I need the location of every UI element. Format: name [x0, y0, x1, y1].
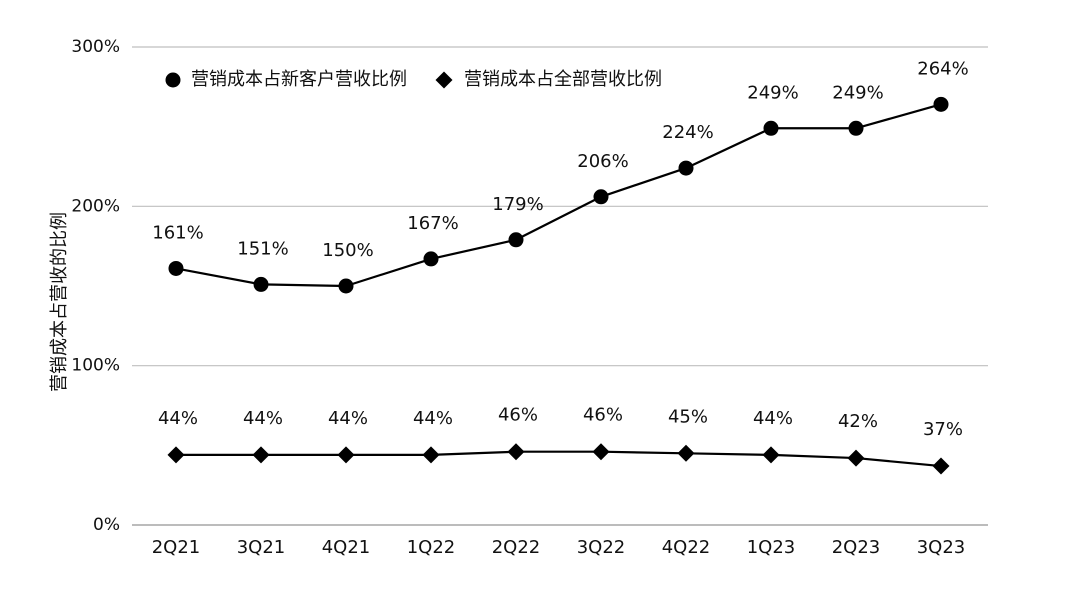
- data-point: [423, 251, 439, 267]
- data-label: 161%: [152, 222, 203, 243]
- data-point: [508, 232, 524, 248]
- data-point: [252, 446, 270, 464]
- x-tick-label: 1Q23: [747, 537, 796, 558]
- data-point: [253, 276, 269, 292]
- legend: 营销成本占新客户营收比例 营销成本占全部营收比例: [165, 69, 662, 90]
- data-point: [422, 446, 440, 464]
- data-point: [762, 446, 780, 464]
- x-tick-label: 3Q21: [237, 537, 286, 558]
- data-label: 44%: [158, 408, 198, 429]
- data-label: 179%: [492, 194, 543, 215]
- y-tick-label: 300%: [71, 37, 120, 57]
- y-tick-label: 200%: [71, 196, 120, 216]
- data-labels: 161% 151% 150% 167% 179% 206% 224% 249% 249% 264%…: [152, 58, 968, 440]
- x-tick-label: 3Q23: [917, 537, 966, 558]
- x-tick-label: 2Q23: [832, 537, 881, 558]
- data-label: 46%: [498, 405, 538, 426]
- data-label: 151%: [237, 238, 288, 259]
- data-label: 167%: [407, 213, 458, 234]
- data-point: [763, 120, 779, 136]
- legend-marker-diamond: [435, 71, 453, 89]
- series-line: [175, 103, 942, 288]
- data-label: 44%: [243, 408, 283, 429]
- data-label: 44%: [753, 408, 793, 429]
- x-tick-label: 4Q21: [322, 537, 371, 558]
- data-label: 249%: [747, 82, 798, 103]
- x-tick-labels: 2Q21 3Q21 4Q21 1Q22 2Q22 3Q22 4Q22 1Q23 2Q23 3Q23: [152, 537, 966, 558]
- data-label: 37%: [923, 419, 963, 440]
- y-axis-label: 营销成本占营收的比例: [49, 212, 70, 392]
- y-tick-label: 100%: [71, 356, 120, 376]
- x-tick-label: 3Q22: [577, 537, 626, 558]
- data-point: [338, 278, 354, 294]
- legend-label: 营销成本占新客户营收比例: [191, 69, 407, 90]
- data-point: [167, 446, 185, 464]
- legend-label: 营销成本占全部营收比例: [464, 69, 662, 90]
- data-point: [337, 446, 355, 464]
- x-tick-label: 2Q21: [152, 537, 201, 558]
- data-point: [677, 444, 695, 462]
- data-label: 44%: [328, 408, 368, 429]
- y-tick-labels: 0% 100% 200% 300%: [71, 37, 120, 535]
- data-label: 249%: [832, 82, 883, 103]
- x-tick-label: 1Q22: [407, 537, 456, 558]
- data-label: 44%: [413, 408, 453, 429]
- gridlines: [132, 46, 988, 526]
- data-point: [847, 449, 865, 467]
- data-point: [507, 443, 525, 461]
- data-point: [678, 160, 694, 176]
- data-point: [933, 96, 949, 112]
- data-point: [593, 189, 609, 205]
- data-label: 150%: [322, 240, 373, 261]
- data-point: [848, 120, 864, 136]
- x-tick-label: 4Q22: [662, 537, 711, 558]
- data-label: 42%: [838, 411, 878, 432]
- legend-marker-circle: [165, 72, 181, 88]
- data-label: 45%: [668, 406, 708, 427]
- data-label: 264%: [917, 58, 968, 79]
- y-tick-label: 0%: [93, 515, 120, 535]
- x-tick-label: 2Q22: [492, 537, 541, 558]
- data-point: [932, 457, 950, 475]
- data-label: 206%: [577, 151, 628, 172]
- series-group: [167, 96, 950, 475]
- data-point: [592, 443, 610, 461]
- data-point: [168, 260, 184, 276]
- data-label: 224%: [662, 122, 713, 143]
- data-label: 46%: [583, 405, 623, 426]
- series-line: [176, 450, 942, 468]
